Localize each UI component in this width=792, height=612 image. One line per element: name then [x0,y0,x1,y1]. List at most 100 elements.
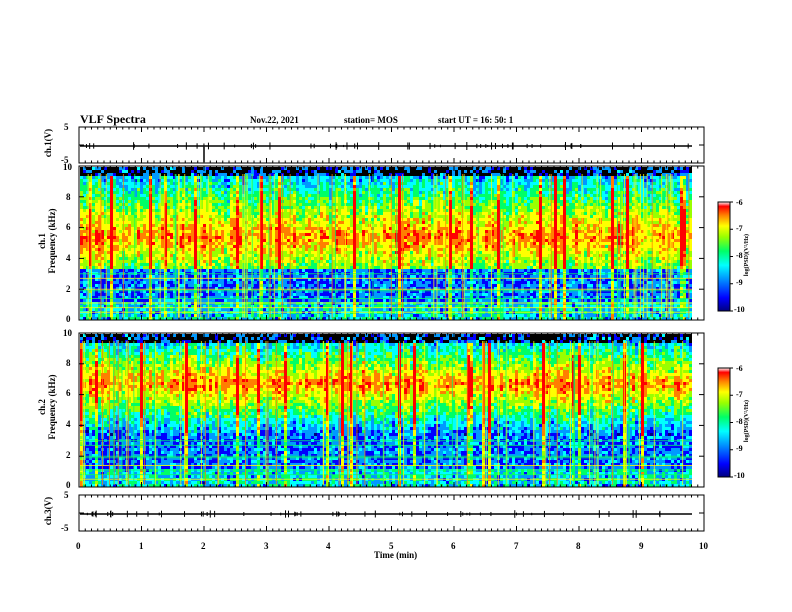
spec1-cell [140,215,143,218]
spec1-cell [362,242,365,245]
spec1-cell [107,224,110,227]
spec1-cell [110,221,113,224]
spec1-cell [320,233,323,236]
spec1-cell [221,173,224,176]
spec1-cell [260,206,263,209]
spec1-cell [305,254,308,257]
spec1-cell [308,248,311,251]
spec1-cell [233,179,236,182]
spec1-cell [119,212,122,215]
spec1-cell [194,239,197,242]
spec1-cell [287,218,290,221]
spec1-cell [194,275,197,278]
spec1-cell [359,293,362,296]
spec1-cell [191,284,194,287]
spec1-cell [218,239,221,242]
spec1-cell [209,293,212,296]
spec1-cell [254,245,257,248]
spec1-cell [194,308,197,311]
spec1-cell [203,182,206,185]
spec1-cell [338,263,341,266]
spec1-cell [254,182,257,185]
spec1-cell [116,176,119,179]
spec1-cell [140,176,143,179]
spec1-cell [83,212,86,215]
spec1-cell [359,209,362,212]
spec1-cell [194,293,197,296]
spec1-cell [218,221,221,224]
spec1-cell [155,239,158,242]
spec1-cell [161,281,164,284]
spec1-cell [131,233,134,236]
spec1-cell [116,215,119,218]
spec1-cell [188,179,191,182]
spec1-cell [302,224,305,227]
spec1-cell [320,209,323,212]
spec1-cell [113,251,116,254]
spec1-cell [230,215,233,218]
spec1-cell [320,242,323,245]
spec1-cell [152,314,155,317]
spec1-cell [143,275,146,278]
spec1-cell [299,212,302,215]
spec1-cell [293,263,296,266]
spec1-cell [80,281,83,284]
spec1-cell [323,209,326,212]
spec1-cell [296,194,299,197]
spec1-cell [353,248,356,251]
spec1-cell [362,191,365,194]
spec1-cell [95,224,98,227]
spec1-cell [131,254,134,257]
spec1-cell [296,212,299,215]
spec1-cell [299,242,302,245]
spec1-cell [110,308,113,311]
spec1-cell [128,173,131,176]
spec1-cell [131,248,134,251]
spec1-cell [80,293,83,296]
spec1-cell [260,215,263,218]
spec1-cell [203,266,206,269]
spec1-cell [116,314,119,317]
spec1-cell [287,173,290,176]
spec1-cell [194,170,197,173]
spec1-cell [254,260,257,263]
spec1-cell [332,170,335,173]
spec1-cell [308,209,311,212]
spec1-cell [188,215,191,218]
spec1-cell [323,284,326,287]
spec1-cell [260,188,263,191]
spec1-cell [128,266,131,269]
spec1-cell [92,167,95,170]
spec1-cell [143,242,146,245]
spec1-cell [260,308,263,311]
spec1-cell [236,281,239,284]
spec1-cell [365,254,368,257]
spec1-cell [218,194,221,197]
spec1-cell [299,194,302,197]
spec1-cell [278,257,281,260]
spec1-cell [221,248,224,251]
spec1-cell [320,194,323,197]
spec1-cell [308,269,311,272]
spec1-cell [302,275,305,278]
spec1-cell [338,281,341,284]
spec1-cell [281,167,284,170]
spec1-cell [146,215,149,218]
spec1-cell [83,266,86,269]
spec1-cell [113,293,116,296]
spec1-cell [137,203,140,206]
spec1-cell [185,224,188,227]
spec1-cell [365,185,368,188]
spec1-cell [350,299,353,302]
spec1-cell [248,299,251,302]
spec1-cell [113,170,116,173]
spec1-cell [284,227,287,230]
spec1-cell [185,293,188,296]
spec1-cell [137,191,140,194]
spec1-cell [227,173,230,176]
spec1-cell [326,236,329,239]
spec1-cell [260,281,263,284]
spec1-cell [326,242,329,245]
spec1-cell [188,242,191,245]
spec1-cell [107,179,110,182]
